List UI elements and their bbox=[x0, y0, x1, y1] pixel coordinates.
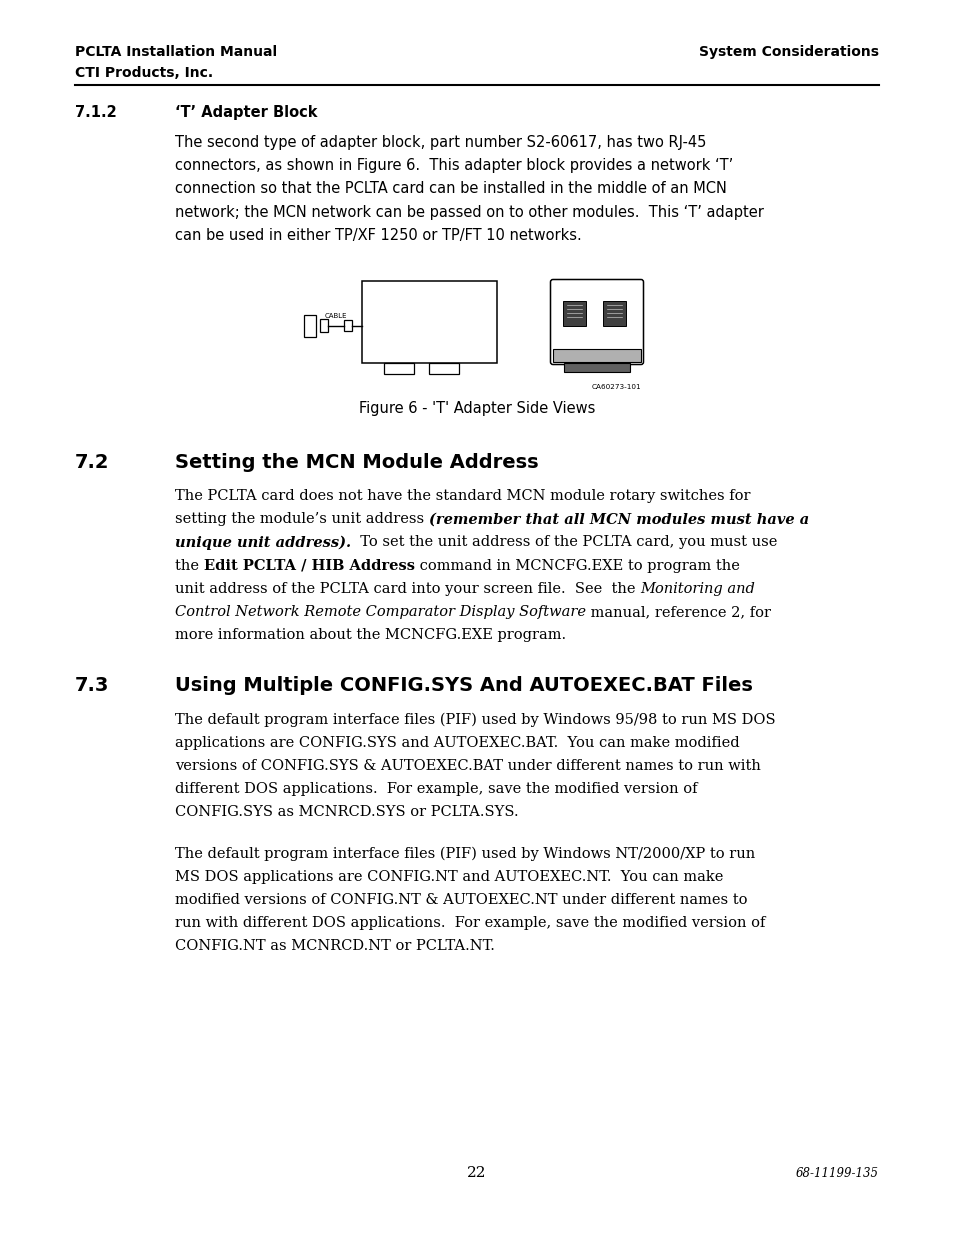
Text: (remember that all MCN modules must have a: (remember that all MCN modules must have… bbox=[428, 513, 808, 526]
Text: unique unit address).: unique unit address). bbox=[174, 536, 351, 550]
Text: command in MCNCFG.EXE to program the: command in MCNCFG.EXE to program the bbox=[415, 558, 739, 573]
Bar bbox=[344, 321, 352, 331]
Text: setting the module’s unit address: setting the module’s unit address bbox=[174, 513, 428, 526]
Text: Monitoring and: Monitoring and bbox=[639, 582, 754, 595]
Text: CTI Products, Inc.: CTI Products, Inc. bbox=[75, 65, 213, 80]
Text: 7.2: 7.2 bbox=[75, 453, 110, 472]
Text: CABLE: CABLE bbox=[324, 314, 347, 320]
Text: MS DOS applications are CONFIG.NT and AUTOEXEC.NT.  You can make: MS DOS applications are CONFIG.NT and AU… bbox=[174, 869, 722, 883]
Text: The default program interface files (PIF) used by Windows 95/98 to run MS DOS: The default program interface files (PIF… bbox=[174, 713, 775, 726]
Text: To set the unit address of the PCLTA card, you must use: To set the unit address of the PCLTA car… bbox=[351, 536, 777, 550]
Text: connection so that the PCLTA card can be installed in the middle of an MCN: connection so that the PCLTA card can be… bbox=[174, 182, 726, 196]
Bar bbox=[602, 301, 625, 326]
Text: The PCLTA card does not have the standard MCN module rotary switches for: The PCLTA card does not have the standar… bbox=[174, 489, 750, 503]
Text: can be used in either TP/XF 1250 or TP/FT 10 networks.: can be used in either TP/XF 1250 or TP/F… bbox=[174, 227, 581, 243]
Text: 7.3: 7.3 bbox=[75, 677, 110, 695]
Text: The second type of adapter block, part number S2-60617, has two RJ-45: The second type of adapter block, part n… bbox=[174, 135, 705, 149]
Text: versions of CONFIG.SYS & AUTOEXEC.BAT under different names to run with: versions of CONFIG.SYS & AUTOEXEC.BAT un… bbox=[174, 758, 760, 773]
Bar bbox=[553, 350, 640, 362]
Text: CA60273-101: CA60273-101 bbox=[591, 384, 640, 390]
Bar bbox=[304, 315, 315, 337]
Text: applications are CONFIG.SYS and AUTOEXEC.BAT.  You can make modified: applications are CONFIG.SYS and AUTOEXEC… bbox=[174, 736, 739, 750]
Text: 22: 22 bbox=[467, 1166, 486, 1179]
Text: Setting the MCN Module Address: Setting the MCN Module Address bbox=[174, 453, 538, 472]
Text: Using Multiple CONFIG.SYS And AUTOEXEC.BAT Files: Using Multiple CONFIG.SYS And AUTOEXEC.B… bbox=[174, 677, 752, 695]
Text: Control Network Remote Comparator Display Software: Control Network Remote Comparator Displa… bbox=[174, 605, 585, 619]
Text: the: the bbox=[174, 558, 203, 573]
Text: The default program interface files (PIF) used by Windows NT/2000/XP to run: The default program interface files (PIF… bbox=[174, 846, 755, 861]
Bar bbox=[384, 363, 414, 374]
Text: network; the MCN network can be passed on to other modules.  This ‘T’ adapter: network; the MCN network can be passed o… bbox=[174, 205, 763, 220]
Text: run with different DOS applications.  For example, save the modified version of: run with different DOS applications. For… bbox=[174, 916, 764, 930]
Text: Edit PCLTA / HIB Address: Edit PCLTA / HIB Address bbox=[203, 558, 415, 573]
Text: modified versions of CONFIG.NT & AUTOEXEC.NT under different names to: modified versions of CONFIG.NT & AUTOEXE… bbox=[174, 893, 747, 906]
Text: System Considerations: System Considerations bbox=[699, 44, 878, 59]
Text: manual, reference 2, for: manual, reference 2, for bbox=[585, 605, 770, 619]
Text: ‘T’ Adapter Block: ‘T’ Adapter Block bbox=[174, 105, 317, 120]
Bar bbox=[562, 301, 585, 326]
Bar bbox=[319, 320, 328, 332]
Text: PCLTA Installation Manual: PCLTA Installation Manual bbox=[75, 44, 276, 59]
Text: CONFIG.SYS as MCNRCD.SYS or PCLTA.SYS.: CONFIG.SYS as MCNRCD.SYS or PCLTA.SYS. bbox=[174, 805, 518, 819]
Text: unit address of the PCLTA card into your screen file.  See  the: unit address of the PCLTA card into your… bbox=[174, 582, 639, 595]
Text: connectors, as shown in Figure 6.  This adapter block provides a network ‘T’: connectors, as shown in Figure 6. This a… bbox=[174, 158, 733, 173]
Bar bbox=[429, 363, 458, 374]
Bar bbox=[563, 363, 629, 372]
Text: CONFIG.NT as MCNRCD.NT or PCLTA.NT.: CONFIG.NT as MCNRCD.NT or PCLTA.NT. bbox=[174, 939, 495, 953]
FancyBboxPatch shape bbox=[550, 279, 643, 364]
Text: more information about the MCNCFG.EXE program.: more information about the MCNCFG.EXE pr… bbox=[174, 629, 565, 642]
Text: different DOS applications.  For example, save the modified version of: different DOS applications. For example,… bbox=[174, 782, 697, 797]
Text: Figure 6 - 'T' Adapter Side Views: Figure 6 - 'T' Adapter Side Views bbox=[358, 401, 595, 416]
Text: 7.1.2: 7.1.2 bbox=[75, 105, 116, 120]
Bar bbox=[361, 282, 497, 363]
Text: 68-11199-135: 68-11199-135 bbox=[795, 1167, 878, 1179]
